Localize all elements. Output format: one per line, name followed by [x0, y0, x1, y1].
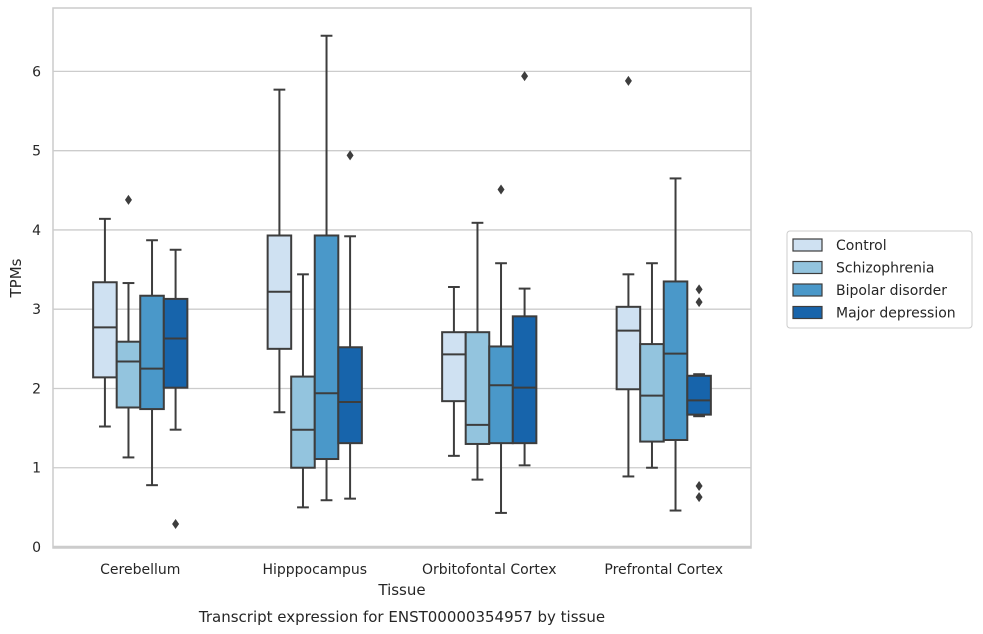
y-tick-label-0: 0: [32, 540, 41, 556]
box-2-2: [488, 184, 514, 514]
box-body: [290, 375, 316, 469]
y-tick-label-5: 5: [32, 144, 41, 160]
box-body: [92, 281, 118, 379]
box-1-1: [290, 273, 316, 509]
outlier-point: [695, 492, 703, 503]
outlier-point: [346, 150, 354, 161]
plot-frame: [52, 7, 752, 549]
legend-frame: [786, 230, 973, 329]
box-body: [488, 345, 514, 445]
box-body: [686, 374, 712, 416]
x-tick-label-0: Cerebellum: [100, 562, 180, 578]
y-tick-labels: 0 1 2 3 4 5 6: [32, 64, 41, 556]
legend-label-3: Major depression: [836, 306, 956, 322]
legend-swatch-1: [792, 260, 823, 275]
box-body: [115, 340, 142, 409]
legend-label-2: Bipolar disorder: [836, 283, 947, 299]
y-tick-label-6: 6: [32, 64, 41, 80]
box-0-0: [92, 217, 118, 428]
box-series: [92, 34, 712, 530]
y-tick-label-4: 4: [32, 223, 41, 239]
box-body: [441, 331, 467, 403]
box-body: [511, 315, 538, 445]
legend-swatch-3: [792, 305, 823, 320]
x-tick-label-1: Hipppocampus: [262, 562, 367, 578]
box-body: [337, 346, 363, 445]
outlier-point: [172, 519, 180, 530]
y-tick-label-3: 3: [32, 302, 41, 318]
x-tick-label-2: Orbitofontal Cortex: [422, 562, 557, 578]
box-body: [139, 294, 165, 411]
outlier-point: [521, 71, 529, 82]
box-body: [662, 280, 689, 441]
box-body: [639, 343, 665, 443]
y-axis-label: TPMs: [7, 258, 25, 298]
x-tick-label-3: Prefrontal Cortex: [604, 562, 723, 578]
legend-swatch-2: [792, 283, 823, 297]
box-3-2: [662, 177, 689, 512]
legend-label-0: Control: [836, 238, 887, 254]
box-0-3: [162, 248, 189, 530]
box-1-3: [337, 150, 363, 500]
outlier-point: [497, 184, 505, 195]
y-tick-label-1: 1: [32, 461, 41, 477]
x-tick-labels: Cerebellum Hipppocampus Orbitofontal Corte…: [100, 562, 723, 578]
outlier-point: [624, 75, 632, 86]
box-0-2: [139, 239, 165, 487]
legend: Control Schizophrenia Bipolar disorder Majo…: [786, 230, 973, 329]
box-body: [313, 234, 340, 461]
legend-label-1: Schizophrenia: [836, 261, 934, 277]
outlier-point: [124, 194, 132, 205]
box-3-3: [686, 284, 712, 503]
box-1-2: [313, 34, 340, 502]
box-body: [464, 331, 491, 445]
box-body: [162, 297, 189, 389]
plot-area: [53, 8, 751, 548]
y-tick-label-2: 2: [32, 381, 41, 397]
outlier-point: [695, 297, 703, 308]
box-body: [615, 305, 642, 391]
box-2-3: [511, 71, 538, 467]
box-1-0: [266, 88, 293, 414]
outlier-point: [695, 480, 703, 491]
x-axis-label: Tissue: [377, 581, 425, 599]
chart-caption: Transcript expression for ENST0000035495…: [198, 608, 605, 626]
outlier-point: [695, 284, 703, 295]
legend-swatch-0: [792, 238, 823, 252]
